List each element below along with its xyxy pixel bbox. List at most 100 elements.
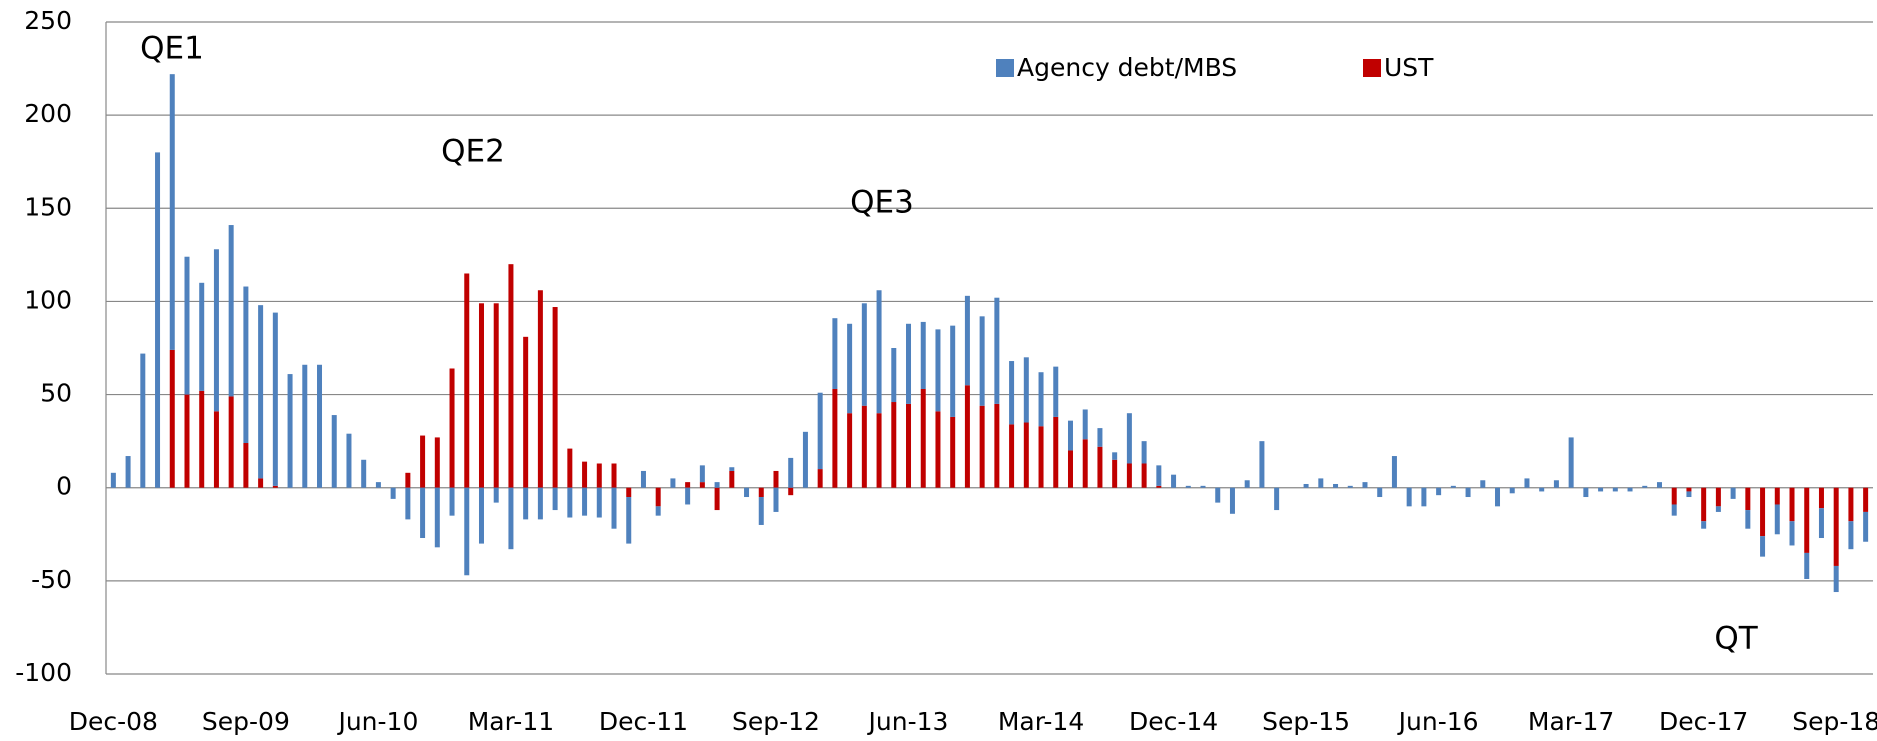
- y-tick-label: 150: [24, 192, 72, 221]
- bar-segment: [773, 487, 779, 512]
- bar-segment: [699, 482, 705, 488]
- bar-segment: [1818, 508, 1824, 539]
- bar-segment: [567, 448, 573, 488]
- bar-segment: [1156, 485, 1162, 488]
- bar-segment: [1067, 450, 1073, 488]
- bar-segment: [1009, 361, 1015, 425]
- bar-segment: [832, 318, 838, 389]
- bar-segment: [906, 403, 912, 488]
- bar-segment: [964, 385, 970, 488]
- bar-segment: [228, 396, 234, 488]
- bar-segment: [1362, 482, 1368, 488]
- bar-segment: [1318, 478, 1324, 488]
- x-tick-label: Jun-16: [1397, 707, 1479, 736]
- bar-segment: [788, 487, 794, 496]
- bar-segment: [1082, 439, 1088, 488]
- bar-segment: [640, 470, 646, 488]
- bar-segment: [670, 478, 676, 488]
- bar-segment: [758, 487, 764, 498]
- bar-segment: [1421, 487, 1427, 507]
- bar-segment: [228, 225, 234, 397]
- bar-segment: [1141, 441, 1147, 464]
- bar-segment: [729, 467, 735, 471]
- x-tick-label: Mar-14: [998, 707, 1084, 736]
- y-tick-label: 50: [40, 379, 72, 408]
- bar-segment: [243, 286, 249, 444]
- bar-segment: [155, 152, 161, 488]
- bar-segment: [434, 487, 440, 548]
- legend-swatch: [1363, 59, 1381, 77]
- bar-segment: [405, 487, 411, 520]
- bar-segment: [1848, 521, 1854, 550]
- bar-segment: [552, 307, 558, 488]
- x-tick-label: Dec-08: [69, 707, 158, 736]
- bar-segment: [596, 487, 602, 518]
- x-tick-label: Sep-18: [1792, 707, 1877, 736]
- bar-segment: [832, 388, 838, 488]
- bar-segment: [1097, 428, 1103, 447]
- bar-segment: [1568, 437, 1574, 488]
- bar-segment: [552, 487, 558, 511]
- bar-segment: [920, 321, 926, 389]
- bar-segment: [685, 482, 691, 488]
- annotation: QE2: [441, 134, 505, 170]
- x-tick-label: Sep-12: [732, 707, 820, 736]
- bar-segment: [626, 487, 632, 498]
- bar-segment: [861, 405, 867, 488]
- bar-segment: [1259, 441, 1265, 488]
- bar-segment: [1495, 487, 1501, 507]
- bar-segment: [758, 497, 764, 525]
- bar-segment: [1185, 485, 1191, 488]
- annotation: QE3: [850, 185, 914, 221]
- bar-segment: [508, 264, 514, 488]
- y-tick-label: -100: [15, 658, 72, 687]
- bar-segment: [950, 416, 956, 488]
- bar-segment: [1126, 413, 1132, 464]
- bar-segment: [1465, 487, 1471, 498]
- bar-segment: [1804, 552, 1810, 579]
- bar-segment: [140, 353, 146, 488]
- y-tick-label: 250: [24, 6, 72, 35]
- bar-segment: [935, 411, 941, 488]
- bar-segment: [1686, 491, 1692, 498]
- bar-segment: [1023, 422, 1029, 488]
- bar-segment: [199, 390, 205, 488]
- x-tick-label: Sep-15: [1262, 707, 1350, 736]
- bar-segment: [655, 506, 661, 516]
- x-tick-label: Dec-14: [1129, 707, 1218, 736]
- y-tick-label: 200: [24, 99, 72, 128]
- bar-segment: [773, 470, 779, 488]
- bar-segment: [1598, 487, 1604, 492]
- bar-segment: [1480, 480, 1486, 488]
- bar-segment: [331, 415, 337, 488]
- bar-segment: [361, 459, 367, 488]
- bar-segment: [1774, 504, 1780, 535]
- bar-segment: [950, 325, 956, 417]
- bar-segment: [1863, 511, 1869, 542]
- bar-segment: [434, 437, 440, 488]
- bar-segment: [1303, 483, 1309, 488]
- bar-segment: [906, 323, 912, 404]
- bar-segment: [1038, 426, 1044, 488]
- bar-segment: [699, 465, 705, 483]
- bar-segment: [1126, 463, 1132, 488]
- bar-segment: [1171, 474, 1177, 488]
- bar-segment: [1436, 487, 1442, 496]
- bar-segment: [375, 482, 381, 488]
- bar-segment: [272, 312, 278, 486]
- bar-segment: [1701, 521, 1707, 529]
- bar-segment: [272, 485, 278, 488]
- bar-segment: [1818, 487, 1824, 509]
- bar-segment: [523, 487, 529, 520]
- bar-segment: [1656, 482, 1662, 488]
- bar-segment: [405, 472, 411, 488]
- bar-segment: [1524, 478, 1530, 488]
- bar-segment: [655, 487, 661, 507]
- bar-segment: [1112, 459, 1118, 488]
- bar-segment: [213, 411, 219, 488]
- bar-segment: [1333, 483, 1339, 488]
- bar-segment: [346, 433, 352, 488]
- bar-segment: [1377, 487, 1383, 498]
- y-tick-label: 0: [56, 472, 72, 501]
- bar-segment: [1156, 465, 1162, 486]
